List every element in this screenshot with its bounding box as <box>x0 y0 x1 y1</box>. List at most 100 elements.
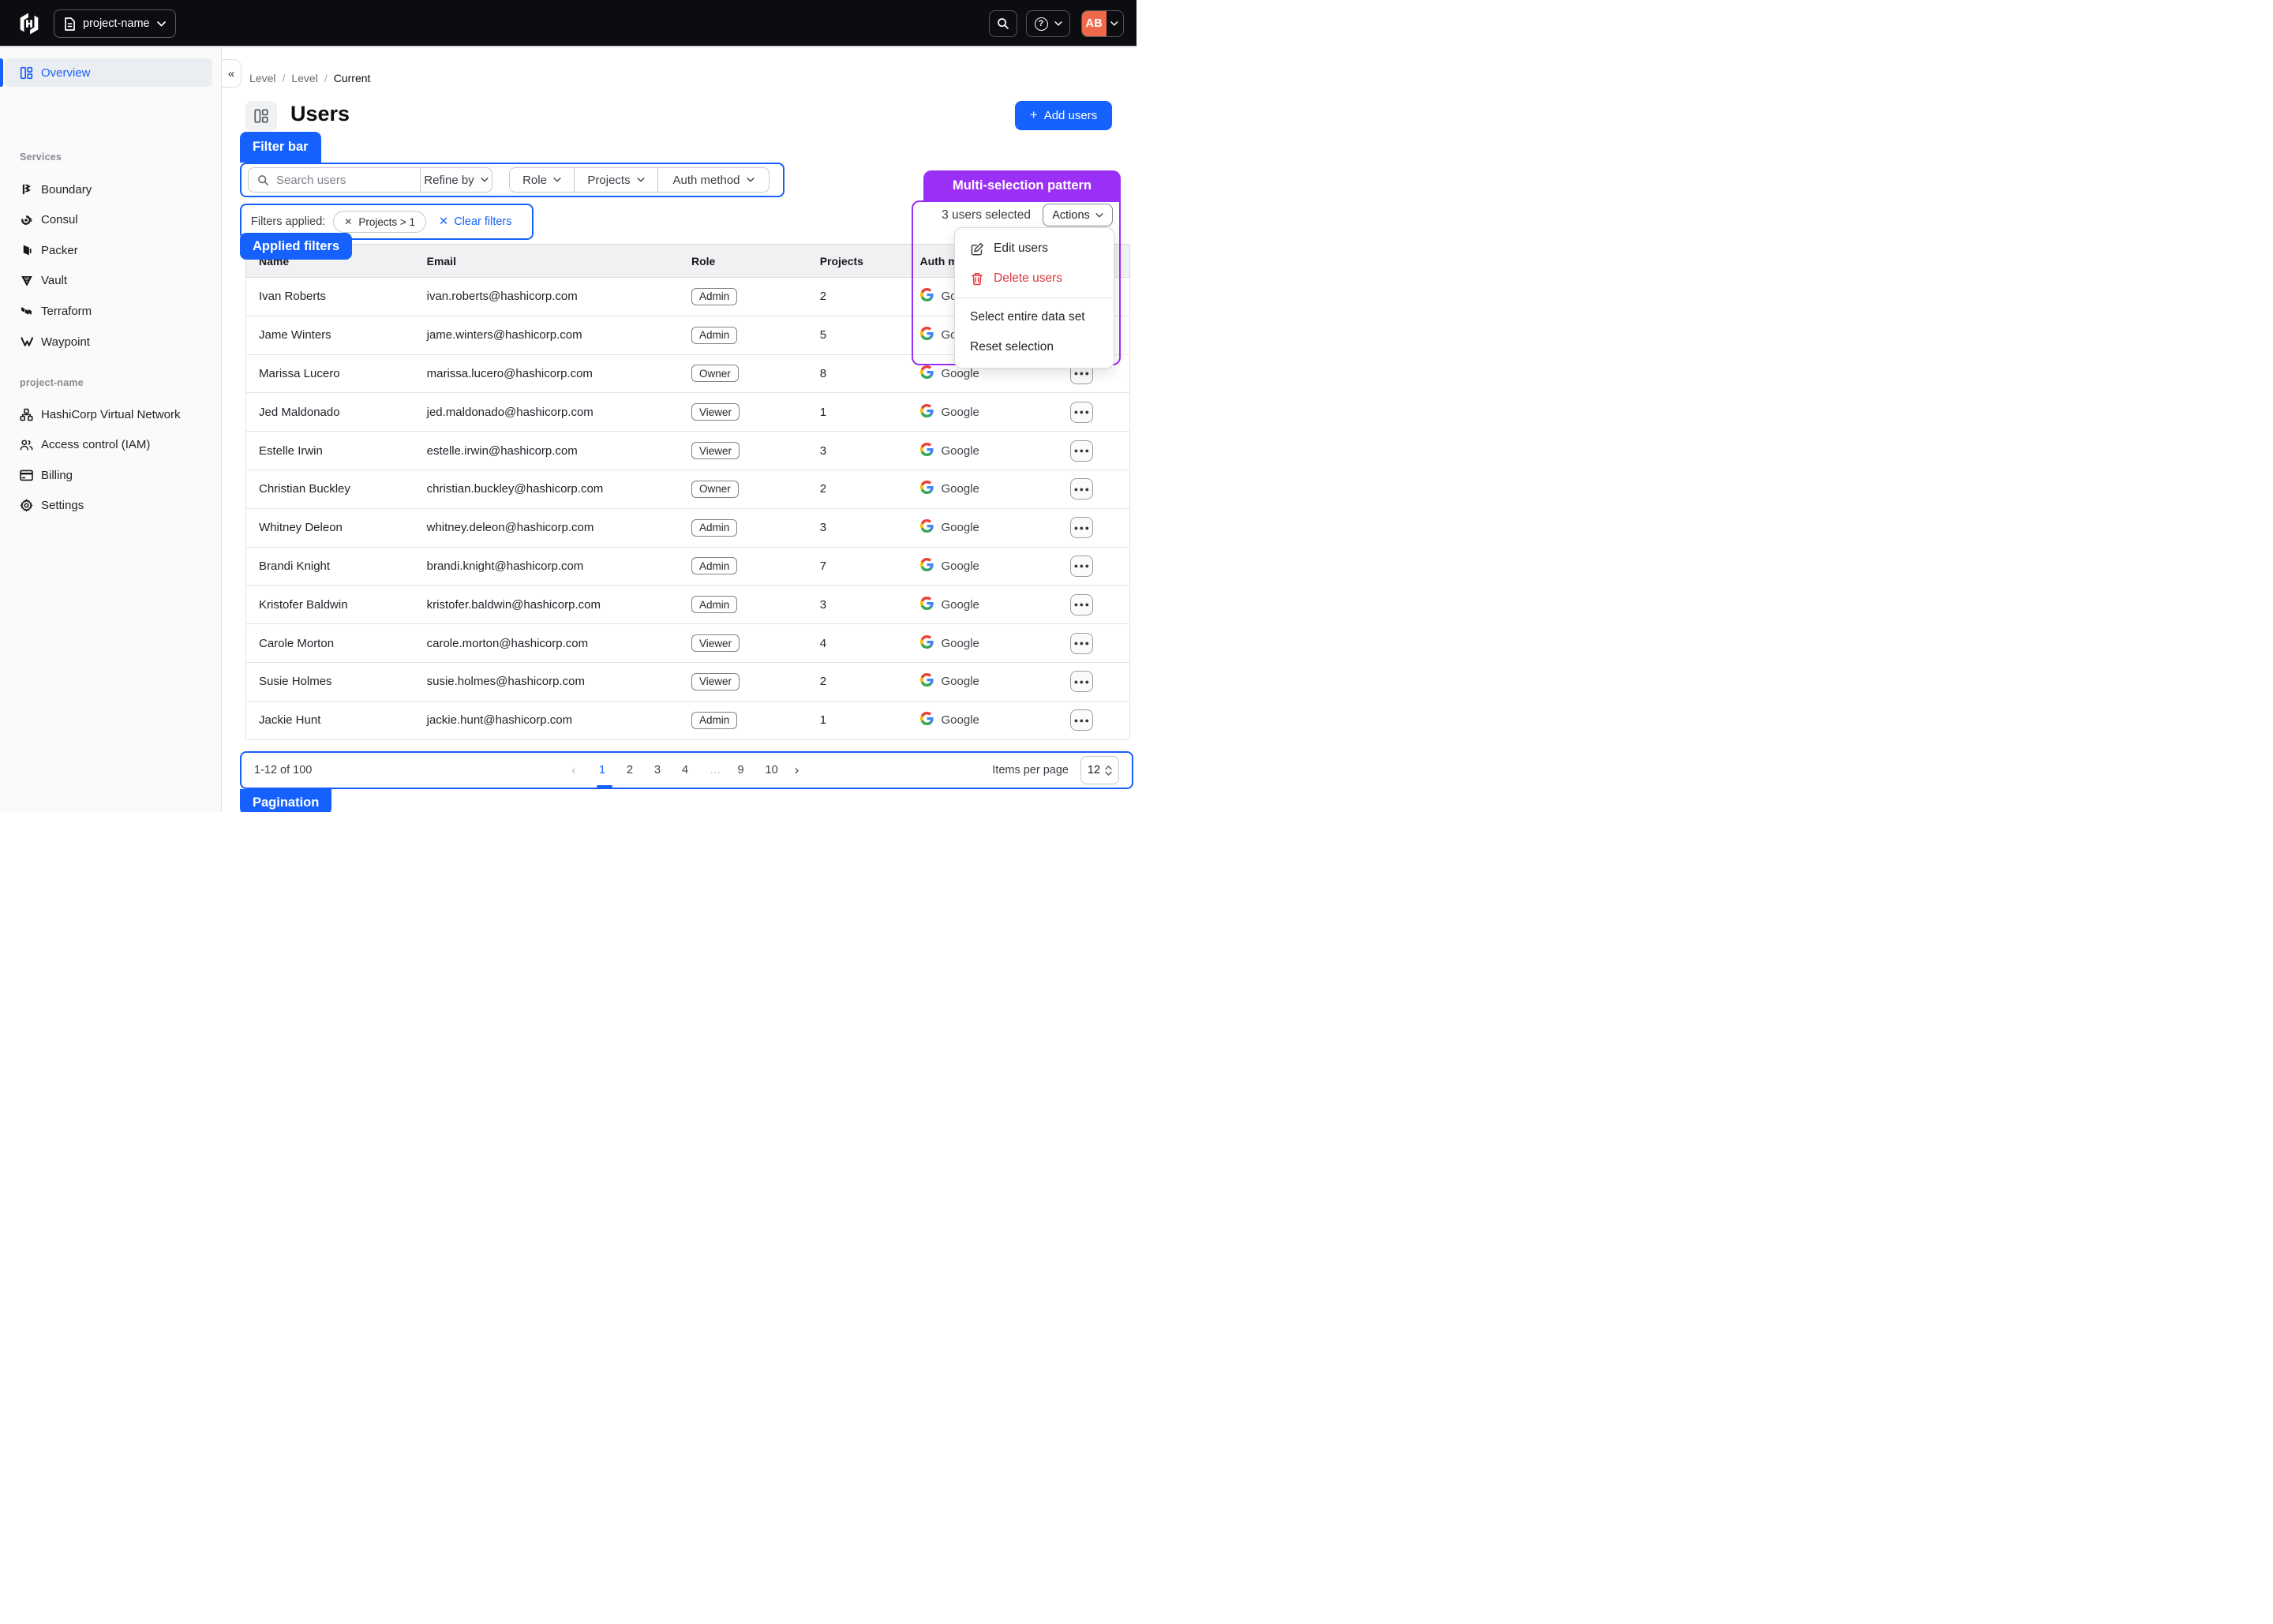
row-actions-button[interactable]: ●●● <box>1069 401 1093 423</box>
menu-item-delete-users[interactable]: Delete users <box>955 264 1114 294</box>
global-search-button[interactable] <box>989 10 1017 37</box>
user-name: Marissa Lucero <box>259 366 340 380</box>
sidebar-item-label: Consul <box>41 213 78 227</box>
google-icon <box>919 288 934 305</box>
user-name: Jed Maldonado <box>259 405 340 419</box>
chevron-down-icon <box>1095 212 1103 218</box>
filter-dropdown-auth-method[interactable]: Auth method <box>657 168 769 192</box>
role-badge: Admin <box>691 326 738 344</box>
table-row: Jed Maldonado jed.maldonado@hashicorp.com… <box>245 393 1130 432</box>
project-switcher-button[interactable]: project-name <box>54 9 176 38</box>
waypoint-icon <box>20 335 33 349</box>
page-number-3[interactable]: 3 <box>654 764 661 776</box>
filter-dropdown-projects[interactable]: Projects <box>574 168 657 192</box>
help-menu-button[interactable]: ? <box>1026 10 1070 37</box>
page-number-4[interactable]: 4 <box>682 764 689 776</box>
page-number-2[interactable]: 2 <box>627 764 634 776</box>
column-header-email: Email <box>426 254 456 268</box>
sidebar-item-overview[interactable]: Overview <box>5 58 212 87</box>
user-email: jackie.hunt@hashicorp.com <box>426 713 573 728</box>
sidebar-collapse-button[interactable]: « <box>222 59 242 88</box>
chevron-down-icon <box>637 178 645 182</box>
page-number-9[interactable]: 9 <box>737 764 744 776</box>
sidebar-item-boundary[interactable]: Boundary <box>5 175 212 204</box>
sidebar-item-hashicorp-virtual-network[interactable]: HashiCorp Virtual Network <box>5 400 212 428</box>
next-page-button[interactable]: › <box>794 762 799 777</box>
selection-status: 3 users selected <box>942 208 1031 222</box>
user-name: Jame Winters <box>259 328 331 342</box>
sidebar-item-billing[interactable]: Billing <box>5 461 212 489</box>
role-badge: Admin <box>691 711 738 729</box>
row-actions-button[interactable]: ●●● <box>1069 517 1093 539</box>
projects-count: 4 <box>819 636 827 650</box>
sidebar-item-terraform[interactable]: Terraform <box>5 297 212 325</box>
role-badge: Owner <box>691 480 739 498</box>
row-actions-button[interactable]: ●●● <box>1069 593 1093 616</box>
row-actions-button[interactable]: ●●● <box>1069 555 1093 577</box>
billing-icon <box>20 469 33 482</box>
sidebar-item-label: Overview <box>41 65 91 80</box>
user-email: marissa.lucero@hashicorp.com <box>426 366 593 380</box>
sidebar-item-label: Waypoint <box>41 335 90 349</box>
table-row: Susie Holmes susie.holmes@hashicorp.com Vi… <box>245 662 1130 702</box>
items-per-page-select[interactable]: 12 <box>1080 756 1119 784</box>
menu-item-edit-users[interactable]: Edit users <box>955 234 1114 264</box>
user-email: jame.winters@hashicorp.com <box>426 328 582 342</box>
filters-applied-label: Filters applied: <box>251 215 326 228</box>
filter-dropdown-role[interactable]: Role <box>510 168 574 192</box>
ellipsis-icon: ●●● <box>1073 716 1091 724</box>
user-email: kristofer.baldwin@hashicorp.com <box>426 597 601 612</box>
chevron-down-icon <box>156 21 166 27</box>
chevron-down-icon <box>1054 21 1062 26</box>
boundary-icon <box>20 183 33 196</box>
menu-item-reset-selection[interactable]: Reset selection <box>955 332 1114 362</box>
chevron-down-icon <box>481 178 489 182</box>
google-icon <box>919 634 934 652</box>
sidebar-item-packer[interactable]: Packer <box>5 236 212 264</box>
sidebar-item-vault[interactable]: Vault <box>5 267 212 295</box>
menu-item-select-entire-data-set[interactable]: Select entire data set <box>955 302 1114 332</box>
table-row: Whitney Deleon whitney.deleon@hashicorp.c… <box>245 508 1130 548</box>
settings-icon <box>20 499 33 512</box>
page-number-1[interactable]: 1 <box>599 751 610 789</box>
refine-by-button[interactable]: Refine by <box>420 167 492 193</box>
vault-icon <box>20 274 33 287</box>
row-actions-button[interactable]: ●●● <box>1069 709 1093 732</box>
chevron-down-icon <box>746 178 755 182</box>
sidebar-item-label: Access control (IAM) <box>41 438 151 452</box>
sidebar-item-access-control-iam[interactable]: Access control (IAM) <box>5 431 212 459</box>
user-email: ivan.roberts@hashicorp.com <box>426 290 578 304</box>
search-users-input[interactable]: Search users <box>248 167 421 193</box>
row-actions-button[interactable]: ●●● <box>1069 632 1093 654</box>
chevron-down-icon <box>553 178 561 182</box>
breadcrumb-level-2[interactable]: Level <box>291 72 318 84</box>
google-icon <box>919 327 934 343</box>
user-name: Ivan Roberts <box>259 290 327 304</box>
page-number-10[interactable]: 10 <box>765 764 778 776</box>
row-actions-button[interactable]: ●●● <box>1069 440 1093 462</box>
sidebar-item-consul[interactable]: Consul <box>5 206 212 234</box>
projects-count: 7 <box>819 559 827 573</box>
account-menu-button[interactable]: AB <box>1081 10 1124 37</box>
consul-icon <box>20 213 33 226</box>
project-switcher-label: project-name <box>83 17 150 30</box>
row-actions-button[interactable]: ●●● <box>1069 671 1093 693</box>
dismiss-icon[interactable]: ✕ <box>344 216 353 227</box>
add-users-button[interactable]: + Add users <box>1015 101 1112 130</box>
previous-page-button[interactable]: ‹ <box>571 762 576 777</box>
user-email: brandi.knight@hashicorp.com <box>426 559 584 573</box>
menu-divider <box>955 297 1114 298</box>
sidebar-item-settings[interactable]: Settings <box>5 492 212 520</box>
sidebar-item-waypoint[interactable]: Waypoint <box>5 327 212 356</box>
dismiss-icon: ✕ <box>439 215 449 228</box>
clear-filters-link[interactable]: ✕ Clear filters <box>439 215 512 228</box>
row-actions-button[interactable]: ●●● <box>1069 478 1093 500</box>
filter-chip-projects[interactable]: ✕ Projects > 1 <box>333 211 427 233</box>
auth-method: Google <box>908 548 1034 586</box>
actions-dropdown-button[interactable]: Actions <box>1043 204 1113 226</box>
breadcrumb-level-1[interactable]: Level <box>249 72 276 84</box>
document-icon <box>65 17 75 31</box>
projects-count: 3 <box>819 597 827 612</box>
google-icon <box>919 596 934 613</box>
trash-icon <box>970 271 984 286</box>
